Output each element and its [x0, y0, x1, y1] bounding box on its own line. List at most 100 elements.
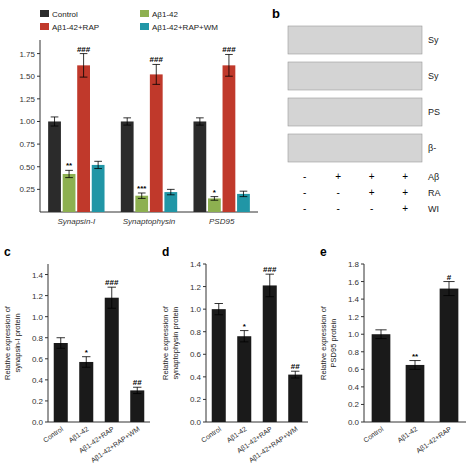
plot-area [372, 282, 459, 422]
error-bar [51, 117, 59, 126]
x-tick-label: PSD95 [209, 217, 235, 226]
error-bar [82, 357, 90, 368]
error-cap [167, 194, 175, 195]
error-bar [167, 189, 175, 194]
bar [135, 196, 148, 212]
sign: - [303, 171, 306, 182]
error-line [243, 191, 244, 196]
annotations: **# [412, 273, 452, 361]
error-bar [196, 118, 204, 125]
error-cap [291, 377, 299, 378]
error-cap [196, 117, 204, 118]
y-tick-label: 1.0 [348, 330, 360, 339]
error-line [244, 331, 245, 342]
y-tick-label: 1.25 [19, 95, 35, 104]
error-line [156, 64, 157, 84]
legend-label: Aβ1-42+RAP+WM [152, 23, 218, 32]
panel: 0.00.20.40.60.81.01.21.4*#####ControlAβ1… [161, 245, 308, 465]
bar [54, 343, 68, 422]
bar [92, 165, 105, 212]
legend: ControlAβ1-42Aβ1-42+RAPAβ1-42+RAP+WM [40, 10, 218, 32]
y-tick-label: 0.6 [190, 350, 202, 359]
bar [208, 198, 221, 212]
sign: - [303, 187, 306, 198]
error-bar [94, 161, 102, 168]
bar [79, 362, 93, 422]
error-line [449, 282, 450, 296]
error-cap [152, 84, 160, 85]
error-line [111, 287, 112, 308]
y-tick-label: 1.0 [190, 305, 202, 314]
error-cap [240, 341, 248, 342]
error-cap [57, 348, 65, 349]
error-line [86, 357, 87, 368]
y-tick-label: 1.2 [348, 313, 360, 322]
error-line [199, 118, 200, 125]
annotation: ** [412, 352, 419, 361]
y-axis-label: Relative expression of [3, 305, 12, 380]
bar [130, 390, 144, 422]
y-tick-label: 0.4 [32, 376, 44, 385]
sign: - [303, 203, 306, 214]
annotations: *##### [243, 265, 301, 371]
error-bar [211, 197, 219, 201]
panel-label: c [4, 245, 11, 259]
annotation: ## [291, 362, 300, 371]
y-tick-label: 0.6 [32, 355, 44, 364]
x-tick-label: Aβ1-42+RAP [415, 425, 454, 455]
error-bar [123, 118, 131, 125]
annotation: ### [105, 278, 119, 287]
panel-label: e [320, 245, 327, 259]
error-cap [240, 196, 248, 197]
sign: + [335, 171, 341, 182]
bar [406, 365, 425, 422]
x-tick-label: Synaptophysin [123, 217, 176, 226]
bar [77, 65, 90, 212]
annotation: *** [137, 184, 147, 193]
bar [237, 336, 251, 422]
error-line [170, 189, 171, 194]
error-bar [266, 274, 274, 297]
error-cap [375, 329, 386, 330]
legend-label: Control [52, 10, 78, 19]
y-tick-label: 0.8 [190, 328, 202, 337]
error-bar [225, 54, 233, 76]
y-tick-label: 0.0 [190, 418, 202, 427]
y-tick-label: 1.4 [348, 295, 360, 304]
y-axis-label: synaptophysin protein [171, 307, 180, 380]
annotation: ### [150, 55, 164, 64]
bar [164, 192, 177, 212]
x-tick-label: Control [200, 425, 223, 444]
error-cap [94, 168, 102, 169]
band-label: β- [428, 143, 436, 153]
bar [105, 298, 119, 422]
bar [223, 65, 236, 212]
error-cap [51, 116, 59, 117]
x-tick-label: Synapsin-I [57, 217, 96, 226]
error-line [137, 387, 138, 393]
error-line [141, 193, 142, 198]
error-line [214, 197, 215, 201]
error-bar [291, 371, 299, 378]
y-tick-label: 0.4 [348, 383, 360, 392]
panel: 0.00.20.40.60.81.01.21.41.61.8**#Control… [319, 245, 466, 455]
sign: - [337, 187, 340, 198]
error-line [295, 371, 296, 378]
panel: 0.00.20.40.60.81.01.21.4*#####ControlAβ1… [3, 245, 150, 465]
legend-swatch [40, 10, 49, 17]
y-tick-label: 1.8 [348, 260, 360, 269]
y-axis-label: Relative expression of [161, 305, 170, 380]
y-tick-label: 0.2 [348, 400, 360, 409]
error-bar [138, 193, 146, 198]
error-cap [225, 76, 233, 77]
y-axis [40, 40, 41, 212]
error-line [60, 338, 61, 349]
error-bar [375, 330, 386, 339]
y-tick-label: 1.0 [32, 313, 44, 322]
error-cap [138, 198, 146, 199]
error-cap [123, 125, 131, 126]
error-cap [409, 369, 420, 370]
y-tick-label: 0.50 [19, 163, 35, 172]
bar [237, 194, 250, 212]
sign: + [402, 171, 408, 182]
